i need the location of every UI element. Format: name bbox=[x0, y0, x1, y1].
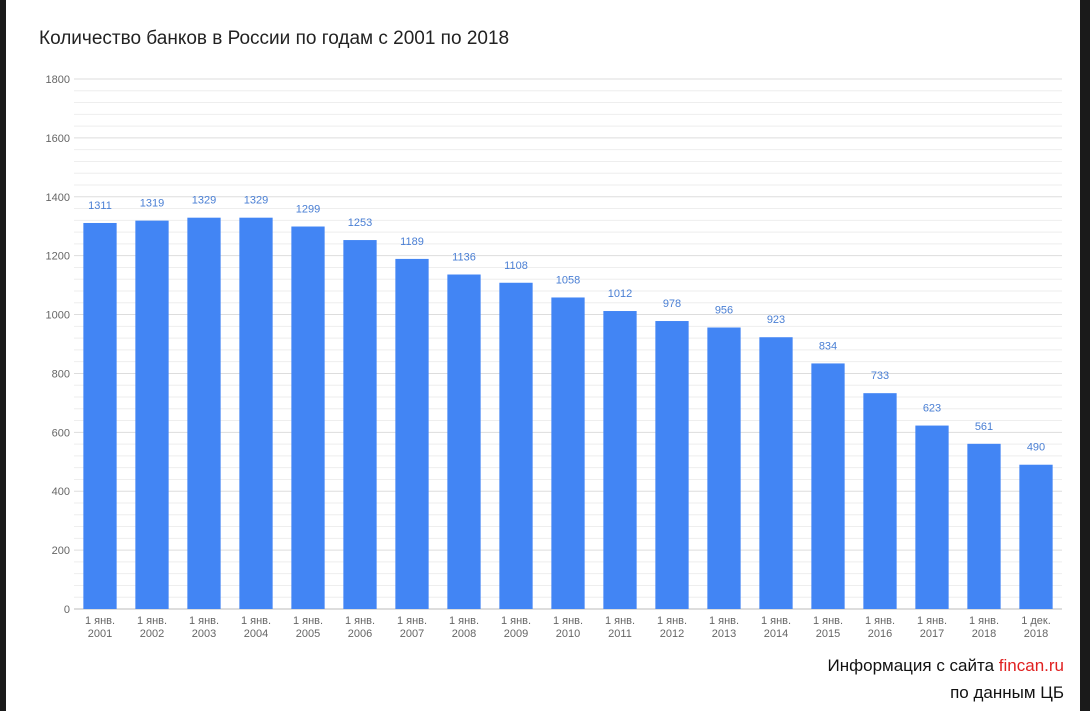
y-tick-label: 1800 bbox=[46, 74, 70, 86]
data-label: 1329 bbox=[192, 195, 216, 207]
data-label: 956 bbox=[715, 305, 733, 317]
bar bbox=[551, 297, 585, 609]
data-label: 1311 bbox=[88, 200, 112, 212]
data-label: 834 bbox=[819, 340, 837, 352]
x-tick-label-line2: 2013 bbox=[712, 628, 736, 640]
bar bbox=[863, 393, 897, 609]
bar bbox=[811, 363, 845, 609]
x-tick-label-line1: 1 янв. bbox=[293, 615, 323, 627]
x-tick-label-line2: 2002 bbox=[140, 628, 164, 640]
source-prefix: Информация с сайта bbox=[827, 656, 999, 675]
x-tick-label-line1: 1 янв. bbox=[345, 615, 375, 627]
bar bbox=[395, 258, 429, 609]
y-tick-label: 1000 bbox=[46, 310, 70, 322]
y-tick-label: 1600 bbox=[46, 133, 70, 145]
chart-card: Количество банков в России по годам с 20… bbox=[6, 0, 1080, 711]
bar bbox=[603, 311, 637, 609]
x-tick-label-line2: 2010 bbox=[556, 628, 580, 640]
x-tick-label-line1: 1 янв. bbox=[553, 615, 583, 627]
bar bbox=[135, 220, 169, 609]
source-line-1: Информация с сайта fincan.ru bbox=[828, 652, 1064, 679]
bar bbox=[967, 443, 1001, 609]
x-tick-label-line1: 1 янв. bbox=[449, 615, 479, 627]
bar-chart: 0 200 400 600 800 1000 1200 1400 1600 1800 1311 1 я… bbox=[46, 74, 1062, 640]
x-tick-label-line2: 2011 bbox=[608, 628, 632, 640]
bar bbox=[707, 327, 741, 609]
x-tick-label-line1: 1 янв. bbox=[917, 615, 947, 627]
x-tick-label-line2: 2005 bbox=[296, 628, 320, 640]
data-label: 923 bbox=[767, 314, 785, 326]
y-tick-label: 200 bbox=[52, 545, 70, 557]
data-label: 1058 bbox=[556, 274, 580, 286]
x-tick-label-line2: 2017 bbox=[920, 628, 944, 640]
x-tick-label-line1: 1 янв. bbox=[397, 615, 427, 627]
data-label: 561 bbox=[975, 421, 993, 433]
x-tick-label-line2: 2018 bbox=[972, 628, 996, 640]
chart-title: Количество банков в России по годам с 20… bbox=[39, 28, 510, 49]
x-tick-label-line2: 2003 bbox=[192, 628, 216, 640]
data-label: 1012 bbox=[608, 288, 632, 300]
x-tick-label-line1: 1 янв. bbox=[865, 615, 895, 627]
y-tick-label: 1400 bbox=[46, 192, 70, 204]
bar bbox=[499, 282, 533, 609]
x-tick-label-line1: 1 янв. bbox=[137, 615, 167, 627]
bar bbox=[655, 321, 689, 609]
data-label: 1253 bbox=[348, 217, 372, 229]
data-label: 1136 bbox=[452, 252, 476, 264]
bar bbox=[447, 274, 481, 609]
y-tick-label: 800 bbox=[52, 368, 70, 380]
x-tick-label-line2: 2015 bbox=[816, 628, 840, 640]
x-tick-label-line1: 1 янв. bbox=[969, 615, 999, 627]
x-tick-label-line1: 1 янв. bbox=[657, 615, 687, 627]
x-tick-label-line2: 2007 bbox=[400, 628, 424, 640]
x-tick-label-line2: 2016 bbox=[868, 628, 892, 640]
source-site-link[interactable]: fincan.ru bbox=[998, 656, 1064, 675]
y-tick-label: 1200 bbox=[46, 251, 70, 263]
bar bbox=[239, 217, 273, 609]
x-tick-label-line1: 1 дек. bbox=[1021, 615, 1051, 627]
x-tick-label-line2: 2014 bbox=[764, 628, 788, 640]
y-tick-label: 400 bbox=[52, 486, 70, 498]
bar bbox=[1019, 464, 1053, 609]
x-tick-label-line1: 1 янв. bbox=[813, 615, 843, 627]
y-tick-label: 0 bbox=[64, 604, 70, 616]
data-label: 978 bbox=[663, 298, 681, 310]
data-label: 733 bbox=[871, 370, 889, 382]
x-tick-label-line1: 1 янв. bbox=[761, 615, 791, 627]
bar bbox=[291, 226, 325, 609]
bar bbox=[187, 217, 221, 609]
x-tick-label-line1: 1 янв. bbox=[501, 615, 531, 627]
data-label: 1299 bbox=[296, 204, 320, 216]
data-label: 1319 bbox=[140, 198, 164, 210]
x-tick-label-line2: 2008 bbox=[452, 628, 476, 640]
x-tick-label-line1: 1 янв. bbox=[241, 615, 271, 627]
bar bbox=[759, 337, 793, 609]
bar bbox=[83, 222, 117, 609]
x-tick-label-line1: 1 янв. bbox=[709, 615, 739, 627]
data-label: 1329 bbox=[244, 195, 268, 207]
x-tick-label-line2: 2018 bbox=[1024, 628, 1048, 640]
source-line-2: по данным ЦБ bbox=[950, 683, 1064, 702]
data-label: 1189 bbox=[400, 236, 424, 248]
x-tick-label-line1: 1 янв. bbox=[189, 615, 219, 627]
bar bbox=[915, 425, 949, 609]
data-label: 490 bbox=[1027, 442, 1045, 454]
source-note: Информация с сайта fincan.ru по данным Ц… bbox=[828, 652, 1064, 706]
bar bbox=[343, 240, 377, 610]
x-tick-label-line2: 2004 bbox=[244, 628, 268, 640]
data-label: 623 bbox=[923, 403, 941, 415]
x-tick-label-line2: 2006 bbox=[348, 628, 372, 640]
x-tick-label-line1: 1 янв. bbox=[85, 615, 115, 627]
data-label: 1108 bbox=[504, 260, 528, 272]
x-tick-label-line2: 2012 bbox=[660, 628, 684, 640]
x-tick-label-line2: 2001 bbox=[88, 628, 112, 640]
y-tick-label: 600 bbox=[52, 427, 70, 439]
x-tick-label-line1: 1 янв. bbox=[605, 615, 635, 627]
x-tick-label-line2: 2009 bbox=[504, 628, 528, 640]
